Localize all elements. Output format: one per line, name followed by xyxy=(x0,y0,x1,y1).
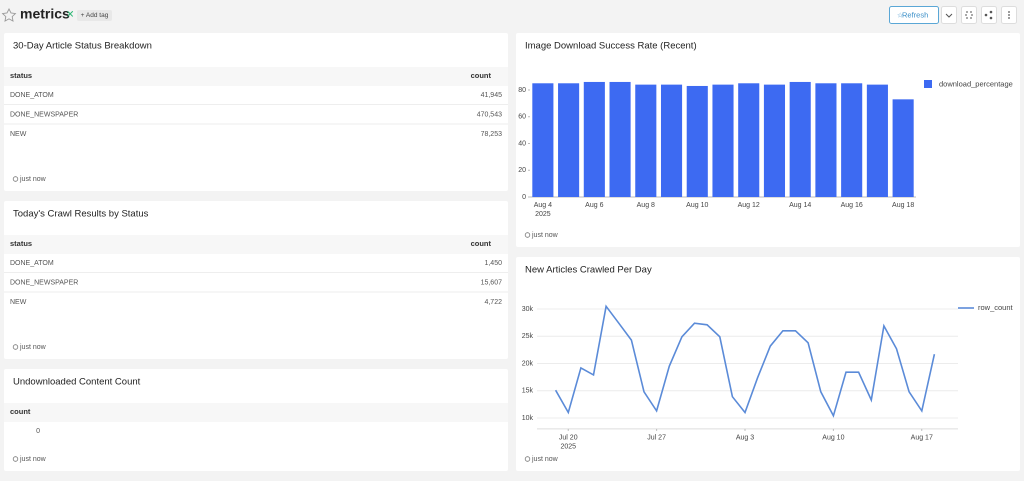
table-cell: 4,722 xyxy=(484,299,502,306)
column-header: count xyxy=(10,407,31,416)
refresh-button[interactable] xyxy=(889,6,939,24)
panel-title: Undownloaded Content Count xyxy=(13,377,141,388)
legend-label: download_percentage xyxy=(939,79,1013,88)
x-tick-label: Aug 18 xyxy=(892,202,914,209)
panel-title: New Articles Crawled Per Day xyxy=(525,265,652,276)
add-tag-button[interactable] xyxy=(77,10,112,21)
x-tick-label: Aug 10 xyxy=(686,202,708,209)
x-tick-label: Aug 17 xyxy=(911,435,933,442)
table-cell: 41,945 xyxy=(481,92,503,99)
x-tick-label: Aug 12 xyxy=(738,202,760,209)
y-tick-label: 0 xyxy=(522,194,526,201)
column-header: count xyxy=(471,71,492,80)
chevron-icon xyxy=(945,13,953,18)
x-tick-label: Aug 16 xyxy=(841,202,863,209)
bar xyxy=(635,84,657,197)
refresh-icon xyxy=(12,456,19,462)
panel-title: Image Download Success Rate (Recent) xyxy=(525,41,697,52)
bar xyxy=(558,83,580,197)
x-tick-label: Aug 4 xyxy=(534,202,552,209)
table-cell: 470,543 xyxy=(477,111,502,118)
legend-label: row_count xyxy=(978,303,1014,312)
panel-title: 30-Day Article Status Breakdown xyxy=(13,41,152,52)
y-tick-label: 15k xyxy=(522,388,534,395)
table-cell: DONE_ATOM xyxy=(10,92,54,99)
bar xyxy=(892,99,914,197)
table-header xyxy=(4,235,508,254)
x-tick-label: Aug 3 xyxy=(736,435,754,442)
dashboard-title: metrics xyxy=(20,6,70,22)
x-tick-label: Aug 10 xyxy=(822,435,844,442)
panel xyxy=(4,201,508,359)
x-tick-label: Aug 14 xyxy=(789,202,811,209)
dropdown-button[interactable] xyxy=(941,6,957,24)
y-tick-label: 40 xyxy=(518,140,526,147)
bar xyxy=(712,84,734,197)
bar xyxy=(686,85,708,197)
bar xyxy=(583,81,605,197)
column-header: status xyxy=(10,239,32,248)
refresh-icon: ☆ xyxy=(897,11,903,19)
x-tick-label: Jul 20 xyxy=(559,435,578,442)
bar xyxy=(660,84,683,197)
panel xyxy=(4,33,508,191)
table-cell: 15,607 xyxy=(481,279,503,286)
table-cell: DONE_NEWSPAPER xyxy=(10,111,78,118)
panel-footer: just now xyxy=(19,344,47,351)
panel-footer: just now xyxy=(19,456,47,463)
y-tick-label: 60 xyxy=(518,114,526,121)
refresh-icon xyxy=(524,232,531,238)
table-cell: NEW xyxy=(10,299,27,306)
more-icon xyxy=(1008,11,1010,19)
line-series xyxy=(554,304,936,418)
refresh-label: Refresh xyxy=(902,10,928,19)
panel-footer: just now xyxy=(531,456,559,463)
refresh-icon xyxy=(12,176,19,182)
y-tick-label: 20 xyxy=(518,167,526,174)
table-cell: 1,450 xyxy=(484,260,502,267)
table-cell: DONE_ATOM xyxy=(10,260,54,267)
fullscreen-button[interactable] xyxy=(961,6,977,24)
y-tick-label: 80 xyxy=(518,87,526,94)
panel-title: Today's Crawl Results by Status xyxy=(13,209,149,220)
table-cell: 78,253 xyxy=(481,131,503,138)
bar xyxy=(815,83,837,197)
table-header xyxy=(4,67,508,86)
x-tick-label: Aug 8 xyxy=(637,202,655,209)
refresh-icon xyxy=(524,456,531,462)
bar xyxy=(609,81,631,197)
table-cell: 0 xyxy=(36,428,40,435)
bar xyxy=(866,84,888,197)
y-tick-label: 25k xyxy=(522,333,534,340)
fullscreen-icon xyxy=(965,11,973,19)
column-header: status xyxy=(10,71,32,80)
panel-footer: just now xyxy=(19,176,47,183)
share-icon xyxy=(984,10,993,20)
bar xyxy=(532,83,554,197)
table-cell: NEW xyxy=(10,131,27,138)
bar xyxy=(738,83,760,197)
legend-swatch xyxy=(924,80,932,88)
column-header: count xyxy=(471,239,492,248)
table-header xyxy=(4,403,508,422)
y-tick-label: 30k xyxy=(522,306,534,313)
panel-footer: just now xyxy=(531,232,559,239)
table-cell: DONE_NEWSPAPER xyxy=(10,279,78,286)
certified-icon: ✕ xyxy=(66,10,74,21)
x-tick-label: Aug 6 xyxy=(585,202,603,209)
x-tick-label: Jul 27 xyxy=(647,435,666,442)
favorite-star[interactable] xyxy=(1,7,17,22)
x-year-label: 2025 xyxy=(535,211,551,218)
add-tag-label: + Add tag xyxy=(81,12,109,19)
bar xyxy=(763,84,786,197)
bar xyxy=(841,83,863,197)
y-tick-label: 10k xyxy=(522,415,534,422)
x-year-label: 2025 xyxy=(560,444,576,451)
bar xyxy=(789,81,811,197)
y-tick-label: 20k xyxy=(522,360,534,367)
refresh-icon xyxy=(12,344,19,350)
share-button[interactable] xyxy=(981,6,997,24)
